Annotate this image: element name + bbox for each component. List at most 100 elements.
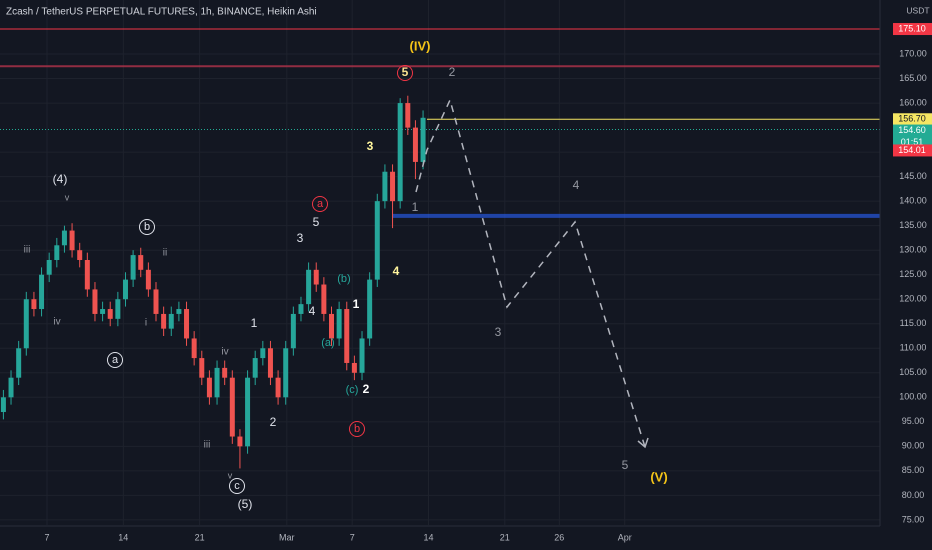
price-axis <box>880 0 932 550</box>
candle-body <box>344 309 350 363</box>
price-tag <box>893 23 932 36</box>
wave-label: 3 <box>495 325 502 339</box>
candle-body <box>237 436 243 447</box>
wave-label: b <box>354 423 360 435</box>
y-tick-label: 125.00 <box>899 269 927 279</box>
candle-body <box>328 313 334 339</box>
candle-body <box>145 269 151 290</box>
annotation-circle <box>229 478 245 494</box>
wave-label: 1 <box>251 316 258 330</box>
candle-body <box>336 309 342 339</box>
candle-body <box>8 377 14 398</box>
wave-label: iii <box>24 245 31 256</box>
candle-body <box>390 171 396 202</box>
wave-label: 4 <box>393 264 400 278</box>
wave-label: c <box>234 480 240 492</box>
candle-body <box>46 259 52 275</box>
candle-body <box>176 309 182 314</box>
y-tick-label: 170.00 <box>899 48 927 58</box>
candle-body <box>359 338 365 373</box>
wave-label: iv <box>221 347 228 358</box>
wave-label: 1 <box>353 297 360 311</box>
candle-body <box>374 201 380 280</box>
candle-body <box>298 304 304 314</box>
y-tick-label: 160.00 <box>899 97 927 107</box>
price-tag <box>893 144 932 157</box>
candle-body <box>39 274 45 310</box>
candle-body <box>206 377 212 398</box>
wave-label: (b) <box>337 273 350 285</box>
x-tick-label: 26 <box>554 532 564 542</box>
wave-label: 5 <box>313 215 320 229</box>
candle-body <box>252 358 258 378</box>
x-tick-label: Mar <box>279 532 295 542</box>
wave-label: v <box>65 192 70 202</box>
annotation-circle <box>312 196 328 212</box>
y-tick-label: 120.00 <box>899 294 927 304</box>
candle-body <box>138 255 144 270</box>
x-tick-label: Apr <box>618 532 632 542</box>
grid <box>0 0 880 525</box>
annotation-circle <box>397 65 413 81</box>
projection-arrow <box>637 437 649 449</box>
wave-label: i <box>145 318 147 329</box>
candle-body <box>23 299 29 349</box>
candle-body <box>405 103 411 128</box>
currency: USDT <box>906 5 929 15</box>
candle-body <box>367 279 373 339</box>
y-tick-label: 135.00 <box>899 220 927 230</box>
y-tick-label: 90.00 <box>902 441 925 451</box>
countdown: 01:51 <box>901 137 924 147</box>
projection-path <box>415 97 646 448</box>
candle-body <box>412 127 418 162</box>
candle-body <box>161 313 167 329</box>
price-tag-label: 156.70 <box>898 114 926 124</box>
candles <box>0 95 426 469</box>
x-tick-label: 7 <box>44 532 49 542</box>
wave-label: 2 <box>363 382 370 396</box>
candle-body <box>84 259 90 290</box>
candle-body <box>214 367 220 398</box>
wave-label: 2 <box>449 65 456 79</box>
x-tick-label: 21 <box>195 532 205 542</box>
wave-label: 2 <box>270 415 277 429</box>
candle-body <box>31 299 37 310</box>
candle-body <box>260 348 266 359</box>
y-tick-label: 85.00 <box>902 465 925 475</box>
y-tick-label: 145.00 <box>899 171 927 181</box>
candle-body <box>267 348 273 378</box>
price-tag-label: 154.60 <box>898 125 926 135</box>
candle-body <box>61 230 67 246</box>
x-tick-label: 14 <box>424 532 434 542</box>
wave-label: a <box>112 354 119 366</box>
candle-body <box>100 309 106 314</box>
price-tag-label: 175.10 <box>898 23 926 33</box>
candle-body <box>0 397 6 413</box>
candle-body <box>16 348 22 378</box>
candle-body <box>115 299 121 319</box>
levels <box>0 28 880 218</box>
candle-body <box>290 313 296 349</box>
wave-label: a <box>317 198 324 210</box>
y-tick-label: 105.00 <box>899 367 927 377</box>
wave-label: v <box>228 470 233 480</box>
wave-label: (5) <box>238 497 253 511</box>
x-tick-label: 21 <box>500 532 510 542</box>
wave-label: (V) <box>650 469 667 484</box>
wave-label: ii <box>163 248 167 259</box>
y-tick-label: 130.00 <box>899 245 927 255</box>
candle-body <box>382 171 388 202</box>
annotation-circle <box>139 219 155 235</box>
annotations: (IV)5 2314435(V)(4)viiiivbiiiaiviiivc(5)1… <box>24 38 668 511</box>
y-tick-label: 75.00 <box>902 514 925 524</box>
candle-body <box>153 289 159 314</box>
candle-body <box>107 309 113 319</box>
candle-body <box>229 377 235 437</box>
candle-body <box>168 313 174 329</box>
candle-body <box>420 117 426 162</box>
wave-label: (a) <box>321 337 334 349</box>
candle-body <box>275 377 281 398</box>
candle-body <box>69 230 75 251</box>
wave-label: 4 <box>309 304 316 318</box>
